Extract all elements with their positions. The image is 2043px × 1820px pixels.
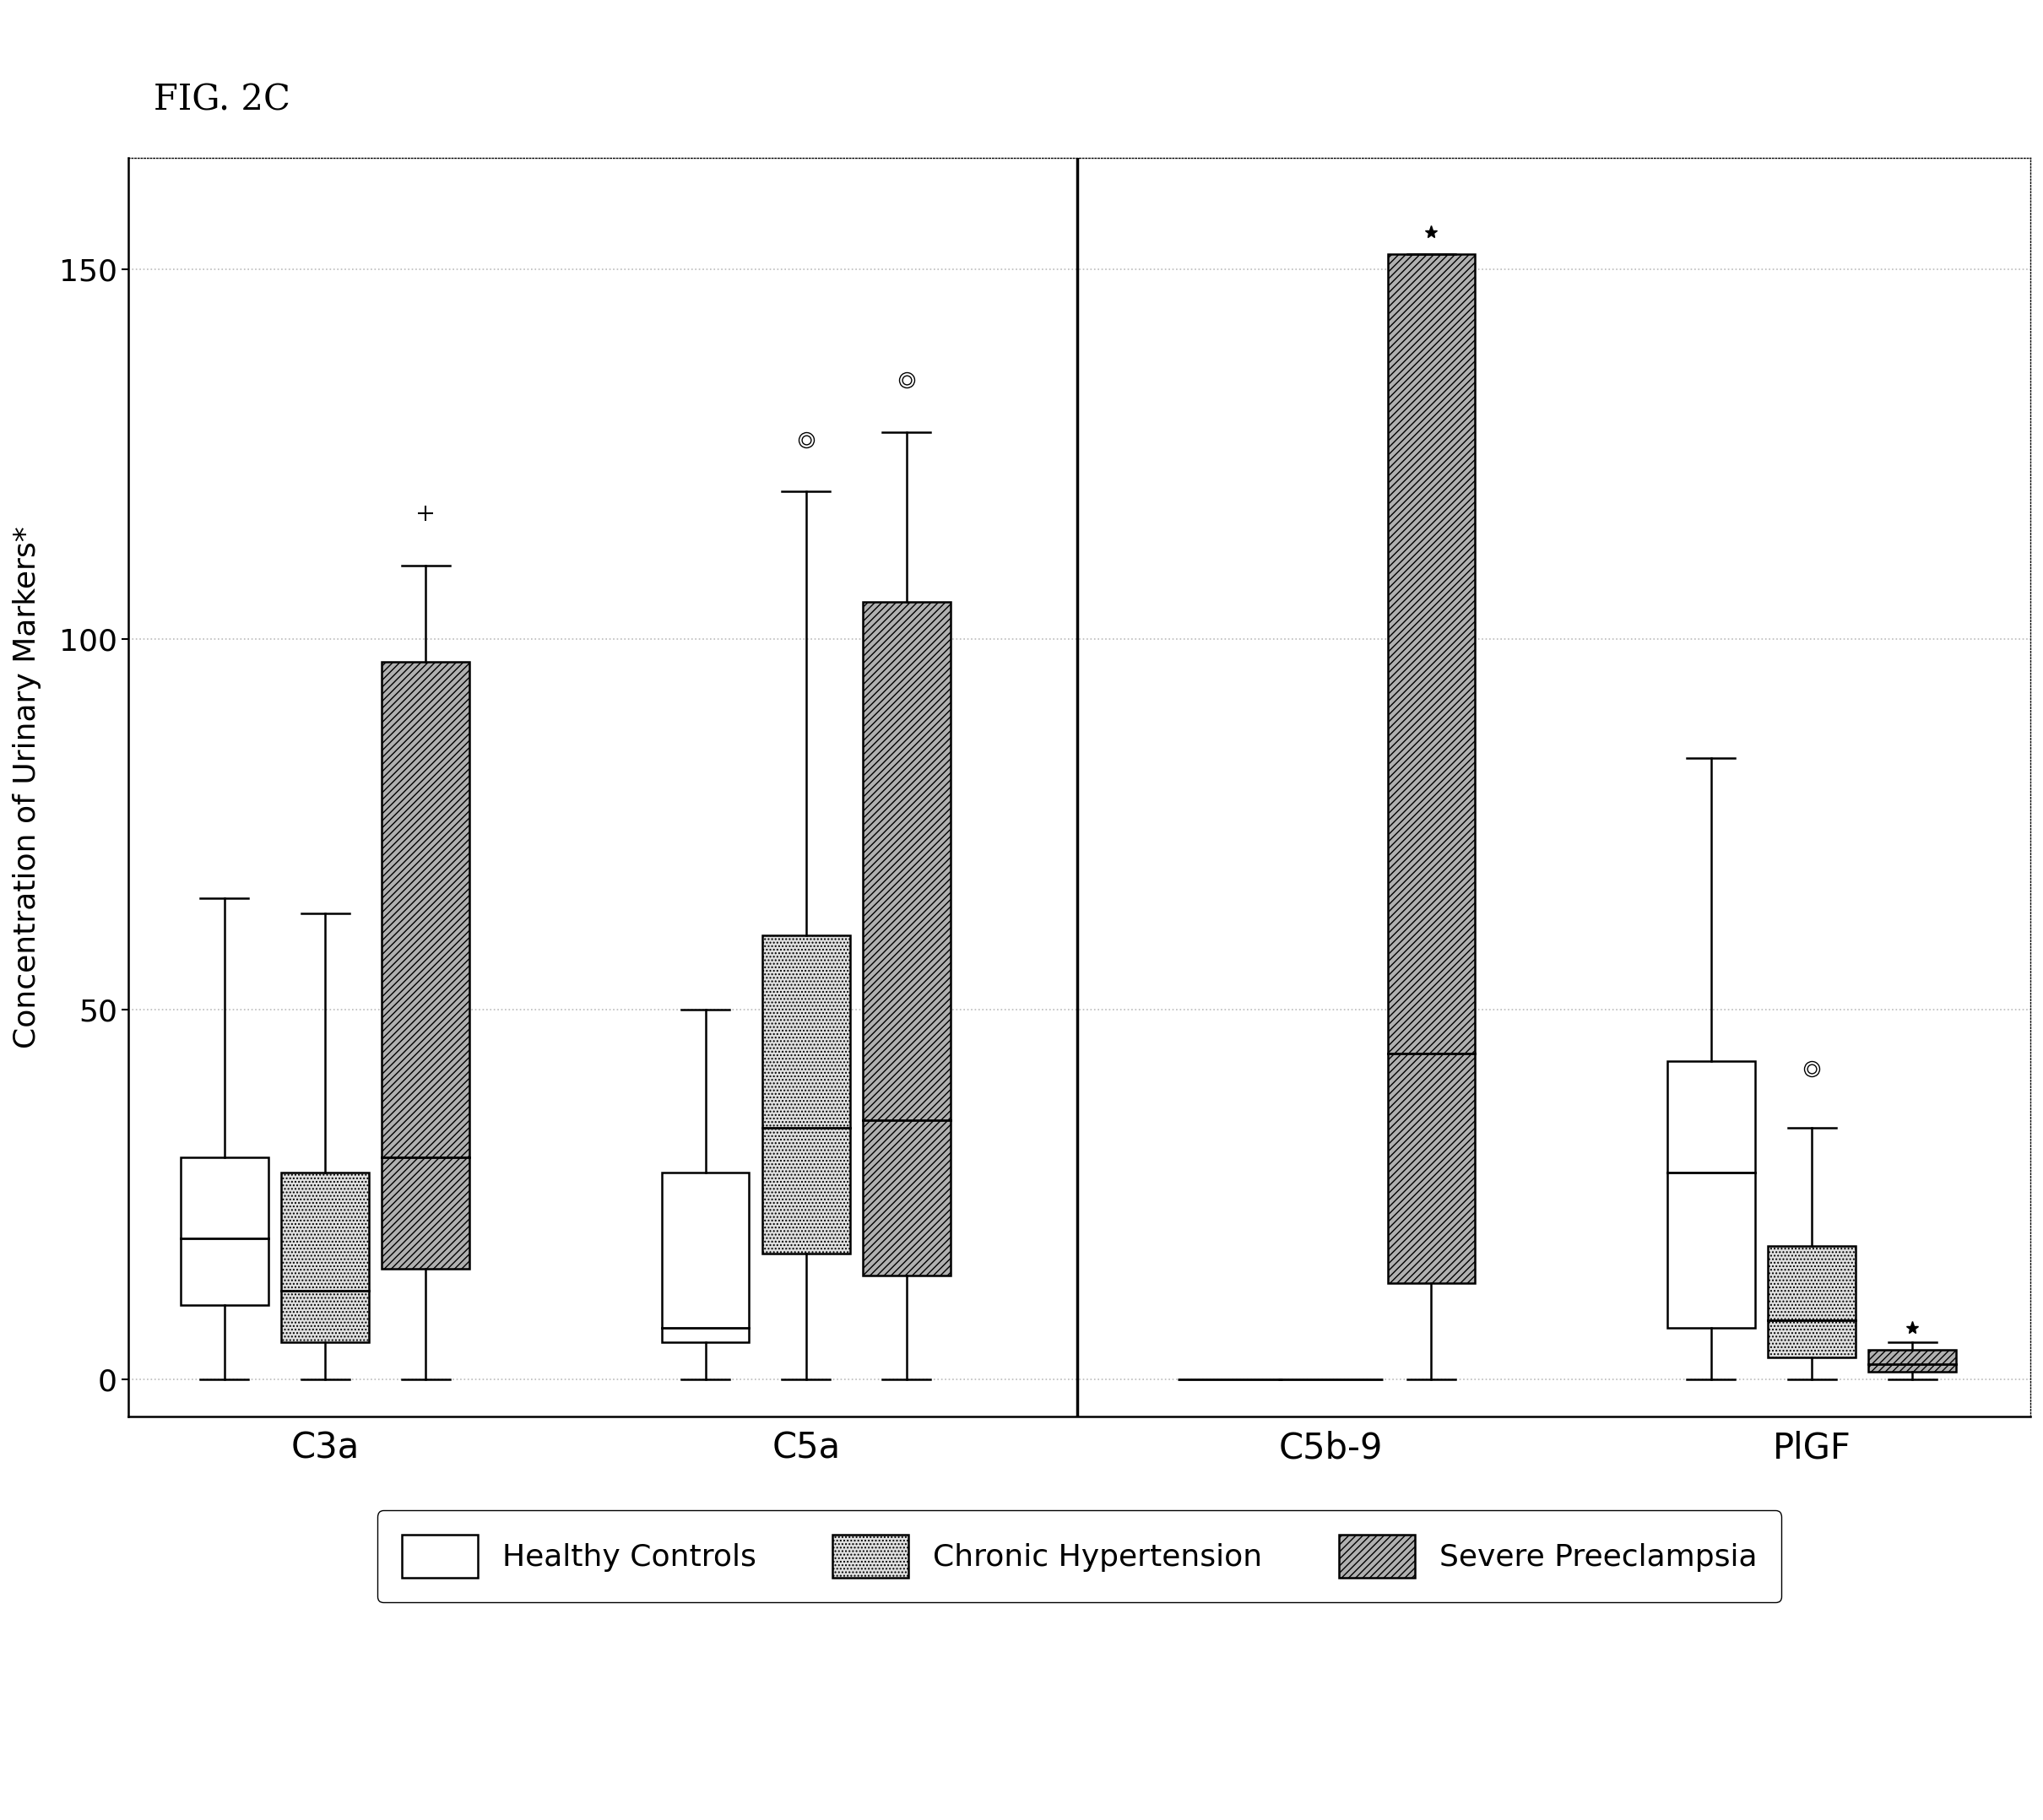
Bar xyxy=(282,1172,370,1343)
Bar xyxy=(862,602,950,1276)
Text: FIG. 2C: FIG. 2C xyxy=(153,82,290,116)
Bar xyxy=(1767,1247,1855,1358)
Bar xyxy=(1869,1350,1955,1372)
Bar xyxy=(662,1172,750,1343)
Bar xyxy=(182,1158,268,1305)
Bar xyxy=(1387,255,1475,1283)
Y-axis label: Concentration of Urinary Markers*: Concentration of Urinary Markers* xyxy=(12,526,41,1048)
Bar xyxy=(762,935,850,1254)
Bar xyxy=(382,661,470,1269)
Legend: Healthy Controls, Chronic Hypertension, Severe Preeclampsia: Healthy Controls, Chronic Hypertension, … xyxy=(378,1511,1781,1602)
Bar xyxy=(1667,1061,1755,1327)
